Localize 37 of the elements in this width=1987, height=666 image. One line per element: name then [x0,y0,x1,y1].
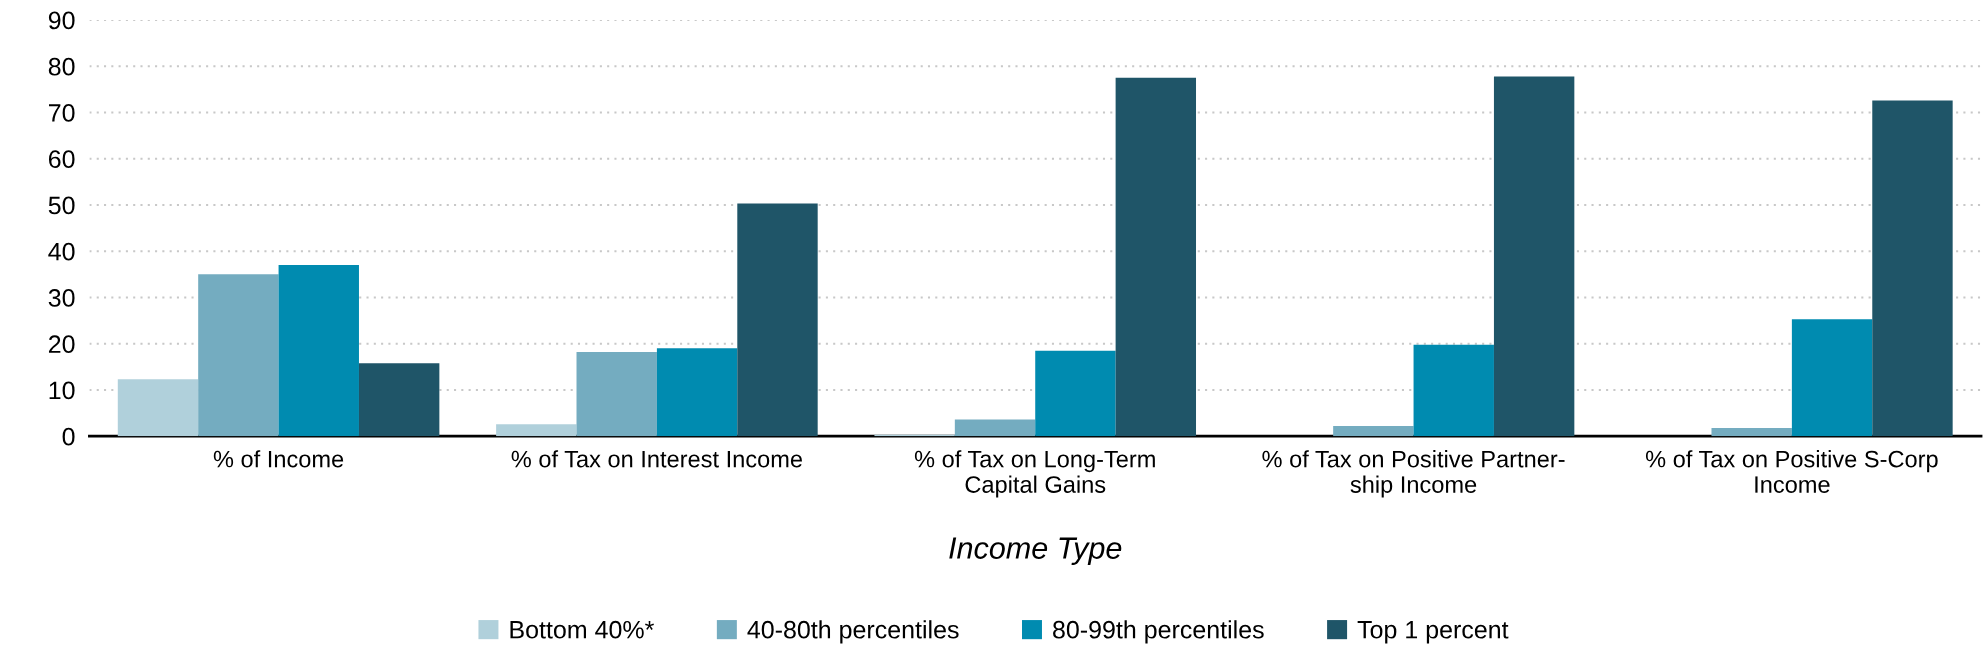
y-tick-label: 80 [48,57,75,76]
bar [1115,77,1197,437]
legend-label: 80-99th percentiles [1053,620,1264,644]
bar [1035,350,1116,437]
legend-label: Top 1 percent [1357,621,1509,644]
x-tick-label: % of Tax on Interest Income [511,450,802,468]
legend-label: 40-80th percentiles [747,620,959,644]
bar [1333,426,1414,437]
bar [1872,100,1953,437]
x-tick-label: % of Tax on Long-Term Capital Gains [914,450,1155,498]
y-tick-label: 30 [48,289,75,307]
y-tick-label: 90 [48,11,75,30]
x-tick-label: % of Tax on Positive S-Corp Income [1645,450,1938,493]
bar [358,363,440,437]
bar [1493,76,1575,437]
y-tick-label: 20 [48,335,75,354]
y-tick-label: 40 [48,242,75,261]
bar [1711,427,1792,437]
x-axis-title: Income Type [949,537,1122,565]
y-tick-label: 60 [48,150,75,169]
x-tick-label: % of Tax on Positive Partner- ship Income [1262,450,1565,498]
y-tick-label: 50 [48,196,75,215]
legend-label: Bottom 40%* [510,620,654,639]
y-tick-label: 0 [62,427,75,446]
bar [954,419,1036,437]
bar [278,265,359,437]
x-tick-label: % of Income [213,450,344,468]
y-tick-label: 70 [49,104,75,122]
bar [117,379,199,437]
bar [576,352,657,437]
bar [1791,319,1873,437]
bar [496,424,577,437]
y-tick-label: 10 [49,381,75,400]
bar [737,203,818,437]
bar [198,274,279,437]
bar [656,348,738,437]
bar [1413,344,1494,437]
